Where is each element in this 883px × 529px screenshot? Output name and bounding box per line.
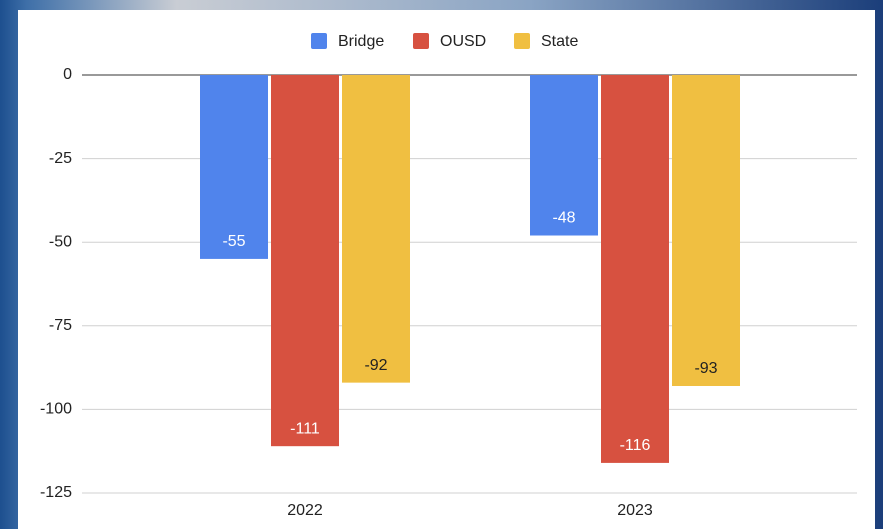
legend-label: Bridge xyxy=(338,33,384,50)
legend-swatch xyxy=(311,33,327,49)
y-tick-label: 0 xyxy=(63,66,72,83)
bar xyxy=(672,75,740,386)
y-tick-label: -25 xyxy=(49,150,72,167)
data-label: -55 xyxy=(222,233,245,250)
data-label: -92 xyxy=(364,357,387,374)
bar xyxy=(601,75,669,463)
legend-label: OUSD xyxy=(440,33,486,50)
legend-swatch xyxy=(514,33,530,49)
y-tick-label: -75 xyxy=(49,317,72,334)
data-label: -111 xyxy=(290,420,320,437)
bar xyxy=(530,75,598,236)
x-tick-label: 2023 xyxy=(617,502,653,519)
data-label: -116 xyxy=(620,437,651,454)
y-tick-label: -50 xyxy=(49,233,72,250)
bar xyxy=(271,75,339,447)
data-label: -93 xyxy=(694,360,717,377)
legend-swatch xyxy=(413,33,429,49)
chart-panel xyxy=(18,10,875,529)
legend-label: State xyxy=(541,33,578,50)
y-tick-label: -100 xyxy=(40,401,72,418)
bar xyxy=(200,75,268,259)
data-label: -48 xyxy=(552,210,575,227)
y-tick-label: -125 xyxy=(40,484,72,501)
bar xyxy=(342,75,410,383)
x-tick-label: 2022 xyxy=(287,502,323,519)
